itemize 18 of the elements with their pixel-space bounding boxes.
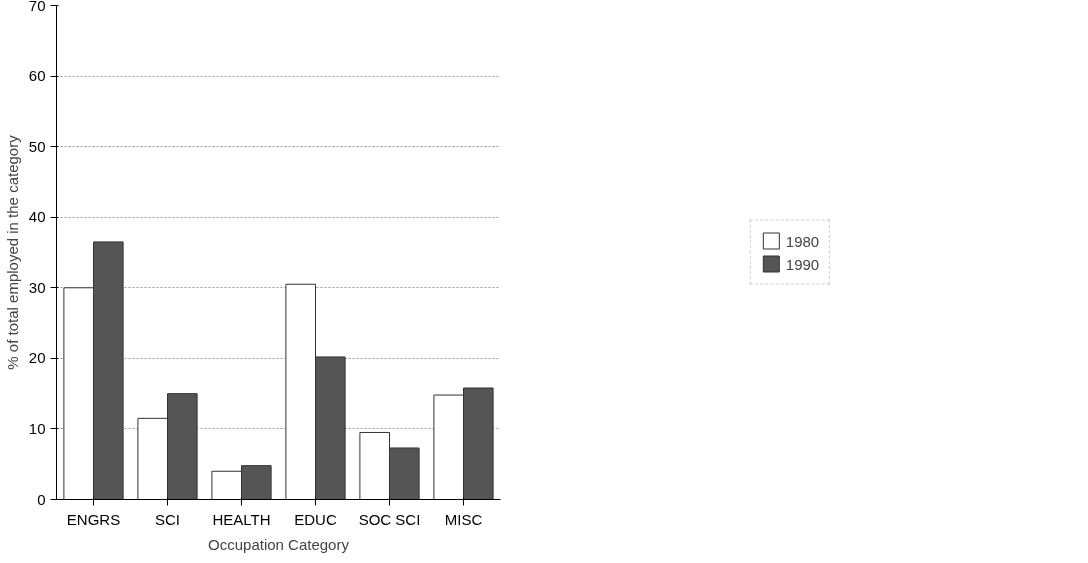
legend-label: 1990 (785, 255, 820, 272)
y-tick-label: 40 (28, 208, 46, 226)
legend-label: 1980 (785, 232, 820, 249)
x-tick-label: HEALTH (212, 510, 271, 528)
y-tick-label: 30 (28, 278, 46, 296)
x-tick-label: MISC (444, 510, 483, 528)
x-tick-label: ENGRS (66, 510, 121, 528)
y-tick-label: 20 (28, 349, 46, 367)
y-axis-title: % of total employed in the category (3, 134, 21, 370)
x-tick-label: SCI (155, 510, 181, 528)
y-tick-label: 70 (28, 0, 46, 14)
y-tick-label: 50 (28, 137, 46, 155)
x-tick-label: SOC SCI (358, 510, 421, 528)
y-tick-label: 0 (37, 490, 46, 508)
x-tick-label: EDUC (294, 510, 337, 528)
y-tick-label: 60 (28, 67, 46, 85)
x-axis-title: Occupation Category (208, 535, 350, 553)
y-tick-label: 10 (28, 419, 46, 437)
